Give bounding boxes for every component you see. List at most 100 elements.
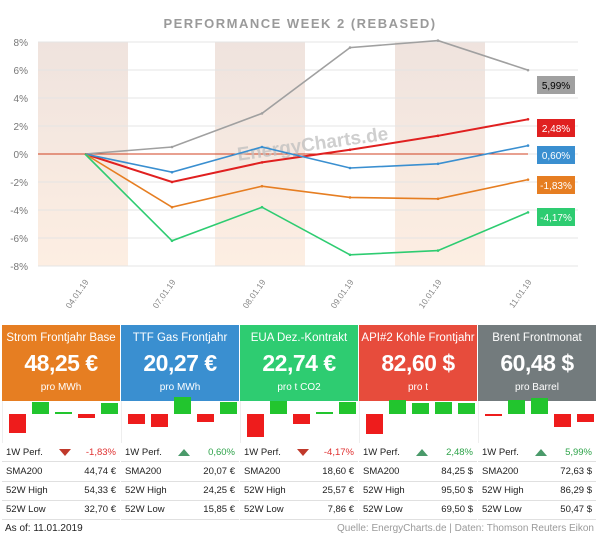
sma-value: 72,63 $ [560,465,592,477]
daily-change-bars [478,398,596,443]
sma-value: 20,07 € [203,465,235,477]
arrow-down-icon [59,449,71,456]
series-line [84,153,529,209]
card-unit: pro MWh [40,382,82,393]
perf-value: 0,60% [208,446,235,458]
low-label: 52W Low [482,504,522,516]
card-api2-coal: API#2 Kohle Frontjahr 82,60 $ pro t 1W P… [359,325,477,520]
low-value: 50,47 $ [560,504,592,516]
card-price: 22,74 € [262,350,336,376]
perf-label: 1W Perf. [363,446,400,458]
high-value: 54,33 € [84,485,116,497]
daily-change-bar [554,414,571,428]
card-price: 82,60 $ [381,350,455,376]
sma-value: 18,60 € [322,465,354,477]
data-point [348,148,352,152]
source-credit: Quelle: EnergyCharts.de | Daten: Thomson… [337,523,594,534]
card-ttf-gas: TTF Gas Frontjahr 20,27 € pro MWh 1W Per… [121,325,239,520]
data-point [260,161,264,164]
data-point [436,249,440,252]
data-point [260,112,264,115]
high-value: 25,57 € [322,485,354,497]
daily-change-bars [2,401,120,443]
daily-change-bar [389,399,406,414]
sma-row: SMA200 72,63 $ [478,462,596,482]
card-strom: Strom Frontjahr Base 48,25 € pro MWh 1W … [2,325,120,520]
card-title: Strom Frontjahr Base [6,332,116,344]
perf-value: 2,48% [446,446,473,458]
data-point [526,211,530,214]
low-value: 7,86 € [327,504,354,516]
low-row: 52W Low 69,50 $ [359,501,477,520]
high-label: 52W High [363,485,405,497]
low-value: 69,50 $ [441,504,473,516]
y-tick-label: 8% [14,38,29,49]
as-of-date: As of: 11.01.2019 [5,523,83,534]
chart-title: PERFORMANCE WEEK 2 (REBASED) [163,16,437,31]
daily-change-bars [359,399,477,443]
high-label: 52W High [6,485,48,497]
perf-row: 1W Perf. -4,17% [240,443,358,463]
perf-row: 1W Perf. -1,83% [2,443,120,463]
low-row: 52W Low 32,70 € [2,501,120,520]
performance-chart: 8%6%4%2%0%-2%-4%-6%-8%EnergyCharts.de04.… [10,38,578,310]
low-row: 52W Low 7,86 € [240,501,358,520]
data-point [526,117,530,121]
high-label: 52W High [125,485,167,497]
perf-value: -1,83% [85,446,116,458]
y-tick-label: 0% [14,150,29,161]
data-point [436,134,440,138]
card-header: TTF Gas Frontjahr 20,27 € pro MWh [121,325,239,401]
end-label: -4,17% [540,213,572,224]
daily-change-bar [128,414,145,424]
daily-change-bars [240,400,358,443]
daily-change-bar [435,402,452,414]
sma-row: SMA200 84,25 $ [359,462,477,482]
y-tick-label: 4% [14,94,29,105]
high-value: 86,29 $ [560,485,592,497]
high-row: 52W High 24,25 € [121,482,239,501]
low-value: 15,85 € [203,504,235,516]
x-tick-label: 11.01.19 [507,277,534,310]
daily-change-bar [197,414,214,423]
daily-change-bar [32,402,49,414]
daily-change-bar [78,414,95,418]
daily-change-bar [174,397,191,414]
y-tick-label: 2% [14,122,29,133]
arrow-up-icon [178,449,190,456]
data-point [348,196,352,199]
daily-change-bar [270,400,287,414]
end-label: 2,48% [542,124,570,135]
x-tick-label: 09.01.19 [328,277,355,310]
daily-change-bar [577,414,594,423]
daily-change-bar [220,402,237,414]
series-line [84,153,529,256]
x-tick-label: 10.01.19 [416,277,443,310]
y-tick-label: -4% [10,206,28,217]
card-price: 48,25 € [24,350,98,376]
daily-change-bar [339,402,356,414]
card-header: EUA Dez.-Kontrakt 22,74 € pro t CO2 [240,325,358,401]
data-point [170,145,174,149]
card-title: TTF Gas Frontjahr [132,332,228,344]
sma-row: SMA200 18,60 € [240,462,358,482]
y-tick-label: -6% [10,234,28,245]
data-point [348,166,352,170]
end-label-box [537,208,575,226]
daily-change-bar [366,414,383,435]
arrow-up-icon [416,449,428,456]
perf-label: 1W Perf. [125,446,162,458]
daily-change-bar [458,403,475,414]
daily-change-bar [316,412,333,414]
low-value: 32,70 € [84,504,116,516]
sma-label: SMA200 [363,465,400,477]
x-tick-label: 07.01.19 [150,277,177,310]
perf-label: 1W Perf. [6,446,43,458]
daily-change-bar [247,414,264,437]
card-brent: Brent Frontmonat 60,48 $ pro Barrel 1W P… [478,325,596,520]
y-tick-label: -2% [10,178,28,189]
high-row: 52W High 95,50 $ [359,482,477,501]
perf-row: 1W Perf. 5,99% [478,443,596,463]
sma-label: SMA200 [125,465,162,477]
perf-value: -4,17% [323,446,354,458]
